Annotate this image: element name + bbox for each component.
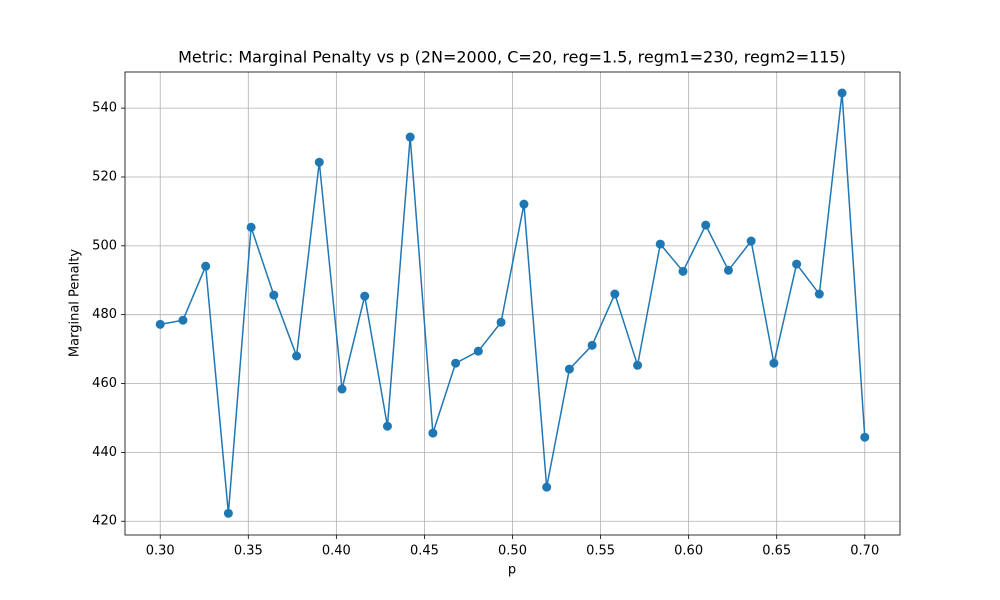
data-point — [792, 259, 802, 269]
data-point — [610, 289, 620, 299]
data-point — [360, 291, 370, 301]
data-point — [473, 346, 483, 356]
data-point — [587, 340, 597, 350]
x-tick-label: 0.30 — [146, 544, 175, 559]
data-point — [496, 317, 506, 327]
y-tick-label: 540 — [92, 101, 117, 116]
x-tick-label: 0.65 — [762, 544, 791, 559]
x-tick-label: 0.45 — [410, 544, 439, 559]
data-point — [814, 289, 824, 299]
x-tick-label: 0.35 — [234, 544, 263, 559]
data-point — [723, 265, 733, 275]
data-point — [542, 482, 552, 492]
data-point — [655, 239, 665, 249]
x-tick-label: 0.50 — [498, 544, 527, 559]
plot-frame — [124, 71, 901, 536]
y-tick-label: 480 — [92, 307, 117, 322]
data-point — [382, 421, 392, 431]
y-tick-label: 440 — [92, 445, 117, 460]
x-tick-label: 0.60 — [674, 544, 703, 559]
data-point — [405, 132, 415, 142]
data-point — [860, 432, 870, 442]
y-tick-label: 420 — [92, 514, 117, 529]
data-point — [633, 360, 643, 370]
data-point — [678, 266, 688, 276]
data-point — [155, 319, 165, 329]
x-tick-label: 0.40 — [322, 544, 351, 559]
data-point — [428, 428, 438, 438]
y-axis-label: Marginal Penalty — [68, 249, 83, 357]
x-axis-label: p — [508, 563, 516, 578]
data-point — [769, 358, 779, 368]
data-point — [314, 157, 324, 167]
data-point — [337, 384, 347, 394]
data-point — [246, 222, 256, 232]
data-point — [746, 236, 756, 246]
data-point — [178, 315, 188, 325]
chart-title: Metric: Marginal Penalty vs p (2N=2000, … — [178, 48, 846, 67]
y-tick-label: 460 — [92, 376, 117, 391]
data-point — [837, 88, 847, 98]
data-point — [269, 290, 279, 300]
data-point — [701, 220, 711, 230]
y-tick-label: 500 — [92, 238, 117, 253]
data-point — [223, 508, 233, 518]
data-point — [519, 199, 529, 209]
y-tick-label: 520 — [92, 169, 117, 184]
data-point — [451, 358, 461, 368]
data-point — [564, 364, 574, 374]
data-point — [201, 261, 211, 271]
data-line — [160, 92, 866, 514]
x-tick-label: 0.70 — [850, 544, 879, 559]
x-tick-label: 0.55 — [586, 544, 615, 559]
data-point — [292, 351, 302, 361]
